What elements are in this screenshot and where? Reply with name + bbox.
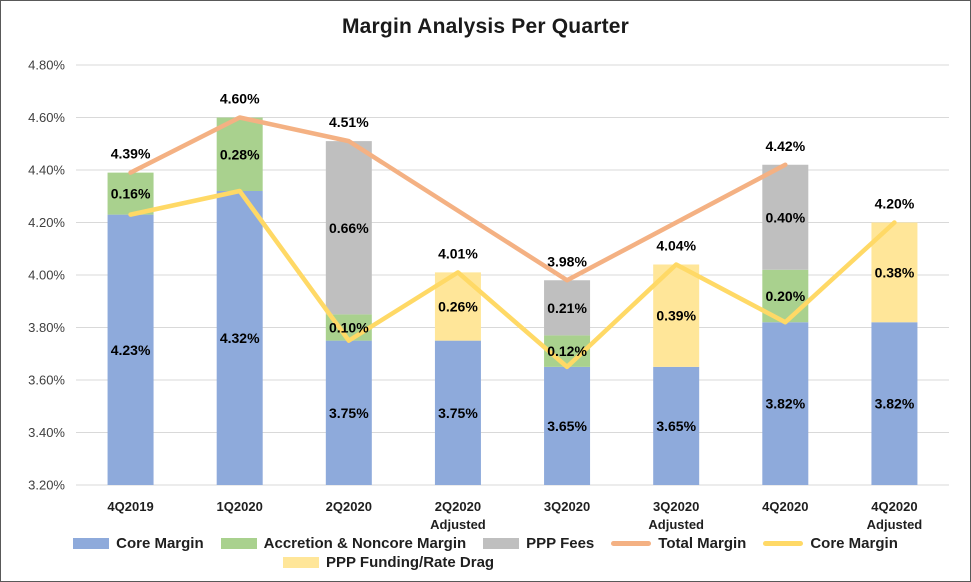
bar-segment-core-margin (871, 322, 918, 485)
y-axis-labels: 4.80% 4.60% 4.40% 4.20% 4.00% 3.80% 3.60% 3.40%… (28, 58, 65, 493)
y-tick-label: 4.20% (28, 215, 65, 230)
x-tick-label: 3Q2020 (544, 499, 590, 514)
segment-label: 3.82% (765, 396, 805, 412)
legend-item-ppp-fees: PPP Fees (483, 535, 594, 552)
legend-label: Total Margin (658, 535, 747, 552)
legend-row-2: PPP Funding/Rate Drag (1, 553, 970, 572)
bar-segment-core-margin (762, 322, 809, 485)
segment-label: 3.65% (656, 418, 696, 434)
x-tick-sublabel: Adjusted (430, 517, 486, 532)
y-tick-label: 3.20% (28, 478, 65, 493)
legend-swatch-line (763, 541, 804, 546)
bar-segment-core-margin (544, 366, 591, 485)
bar-segment-core-margin (107, 214, 154, 485)
legend-label: Accretion & Noncore Margin (263, 535, 467, 552)
chart-title: Margin Analysis Per Quarter (341, 15, 630, 38)
segment-label: 0.20% (765, 288, 805, 304)
segment-label: 3.82% (875, 396, 915, 412)
segment-label: 3.75% (329, 405, 369, 421)
bar-groups (107, 117, 918, 485)
x-tick-label: 4Q2020 (871, 499, 917, 514)
bar-segment-ppp-fees (544, 280, 591, 336)
x-tick-label: 2Q2020 (435, 499, 481, 514)
bar-segment-core-margin (325, 340, 372, 485)
x-tick-sublabel: Adjusted (648, 517, 704, 532)
total-label: 3.98% (547, 253, 587, 269)
legend-swatch-rect (483, 538, 520, 549)
x-tick-label: 4Q2019 (107, 499, 153, 514)
segment-label: 4.32% (220, 330, 260, 346)
segment-label: 3.65% (547, 418, 587, 434)
segment-label: 0.38% (875, 264, 915, 280)
legend-swatch-rect (283, 557, 319, 568)
x-tick-label: 2Q2020 (326, 499, 372, 514)
x-tick-sublabel: Adjusted (867, 517, 923, 532)
segment-label: 0.40% (765, 209, 805, 225)
segment-label: 4.23% (111, 342, 151, 358)
y-tick-label: 3.60% (28, 373, 65, 388)
x-tick-label: 1Q2020 (217, 499, 263, 514)
legend-label: PPP Funding/Rate Drag (326, 554, 495, 571)
segment-label: 0.66% (329, 220, 369, 236)
bar-segment-core-margin (434, 340, 481, 485)
total-labels: 4.39% 4.60% 4.51% 4.01% 3.98% 4.04% 4.42% 4.20% (111, 91, 915, 270)
segment-data-labels: 4.23% 0.16% 4.32% 0.28% 3.75% 0.10% 0.66% 3.75%… (111, 146, 915, 434)
y-tick-label: 3.40% (28, 425, 65, 440)
total-label: 4.39% (111, 146, 151, 162)
y-tick-label: 4.80% (28, 58, 65, 73)
x-tick-label: 3Q2020 (653, 499, 699, 514)
bar-segment-ppp-fees (325, 141, 372, 315)
y-tick-label: 4.60% (28, 110, 65, 125)
bar-segment-ppp-fees (762, 164, 809, 270)
segment-label: 0.26% (438, 299, 478, 315)
legend-swatch-rect (73, 538, 110, 549)
segment-label: 0.21% (547, 300, 587, 316)
legend-row-1: Core Margin Accretion & Noncore Margin PPP… (1, 534, 970, 553)
bar-segment-core-margin (653, 366, 700, 485)
line-total-margin (128, 115, 788, 283)
total-label: 4.04% (656, 238, 696, 254)
legend-item-core-margin: Core Margin (73, 535, 204, 552)
segment-label: 0.39% (656, 308, 696, 324)
legend-label: PPP Fees (526, 535, 595, 552)
y-tick-label: 4.40% (28, 163, 65, 178)
bar-segment-accretion-noncore-margin (107, 172, 154, 215)
legend-swatch-rect (220, 538, 257, 549)
y-tick-label: 4.00% (28, 268, 65, 283)
segment-label: 0.16% (111, 186, 151, 202)
total-label: 4.42% (765, 138, 805, 154)
legend-label: Core Margin (810, 535, 898, 552)
line-core-margin (128, 188, 897, 370)
legend-item-accretion-noncore-margin: Accretion & Noncore Margin (220, 535, 467, 552)
legend-item-ppp-funding-rate-drag: PPP Funding/Rate Drag (283, 554, 494, 571)
chart-legend: Core Margin Accretion & Noncore Margin PPP… (1, 534, 970, 572)
legend-swatch-line (611, 541, 652, 546)
segment-label: 0.10% (329, 320, 369, 336)
bar-segment-core-margin (216, 191, 263, 485)
segment-label: 0.28% (220, 146, 260, 162)
x-tick-label: 4Q2020 (762, 499, 808, 514)
y-tick-label: 3.80% (28, 320, 65, 335)
total-label: 4.60% (220, 91, 260, 107)
legend-item-total-margin: Total Margin (611, 535, 746, 552)
x-axis-labels: 4Q2019 1Q2020 2Q2020 2Q2020 Adjusted 3Q2020 3Q… (107, 499, 922, 532)
total-label: 4.20% (875, 196, 915, 212)
segment-label: 3.75% (438, 405, 478, 421)
legend-item-core-margin: Core Margin (763, 535, 898, 552)
total-label: 4.51% (329, 114, 369, 130)
total-label: 4.01% (438, 245, 478, 261)
segment-label: 0.12% (547, 343, 587, 359)
bar-segment-accretion-noncore-margin (216, 117, 263, 191)
legend-label: Core Margin (116, 535, 204, 552)
gridlines (76, 64, 949, 486)
